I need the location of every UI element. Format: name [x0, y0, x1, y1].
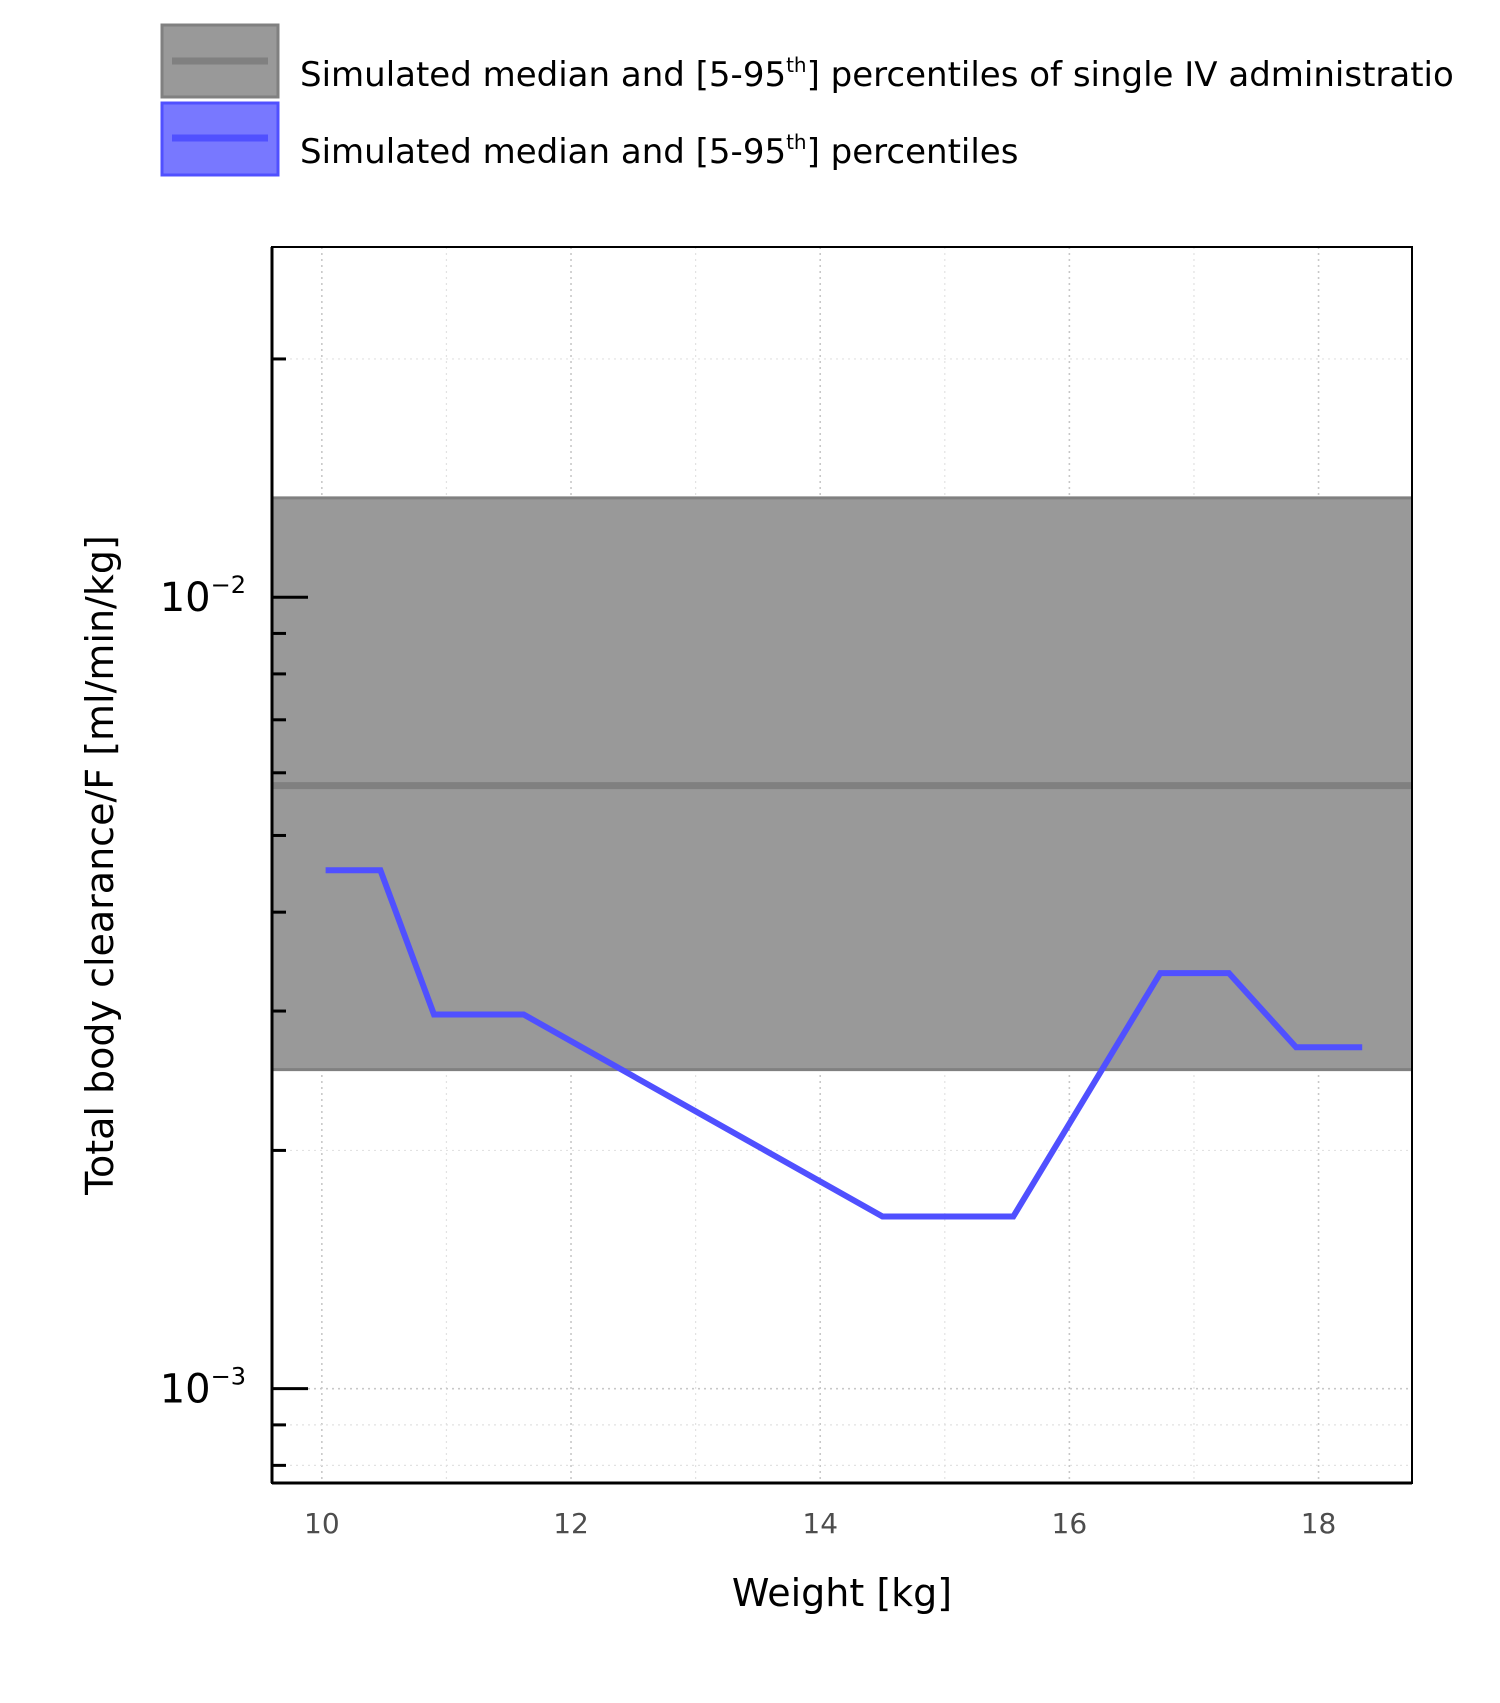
legend: Simulated median and [5-95th] percentile…: [160, 23, 1454, 177]
legend-label-iv: Simulated median and [5-95th] percentile…: [300, 53, 1454, 95]
y-tick-label: 10−3: [160, 1363, 246, 1413]
legend-label-sim: Simulated median and [5-95th] percentile…: [300, 130, 1018, 172]
x-tick-label: 18: [1301, 1507, 1337, 1540]
y-axis-title: Total body clearance/F [ml/min/kg]: [78, 535, 122, 1196]
x-tick-label: 14: [802, 1507, 838, 1540]
series-lines: [325, 867, 1363, 1220]
x-axis-title: Weight [kg]: [732, 1571, 952, 1615]
x-tick-label: 16: [1052, 1507, 1088, 1540]
legend-item-sim: Simulated median and [5-95th] percentile…: [160, 101, 1018, 177]
y-tick-label: 10−2: [160, 571, 246, 621]
x-tick-label: 10: [304, 1507, 340, 1540]
x-tick-label: 12: [553, 1507, 589, 1540]
legend-item-iv: Simulated median and [5-95th] percentile…: [160, 23, 1454, 99]
series-line-0: [325, 867, 1363, 1220]
y-axis: 10−2 10−3: [160, 247, 308, 1483]
x-axis: 10 12 14 16 18: [272, 1481, 1412, 1540]
plot-area: 10−2 10−3 10 12 14 16 18: [160, 246, 1413, 1540]
